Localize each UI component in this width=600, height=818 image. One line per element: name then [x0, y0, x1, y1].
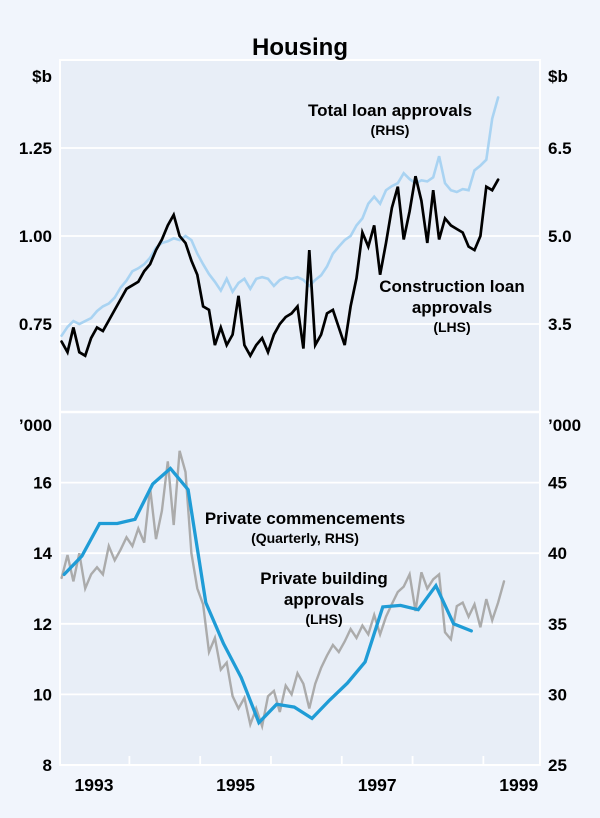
x-axis-year-label: 1995: [216, 775, 255, 795]
series-construction-loan-approvals: [60, 175, 500, 359]
left-axis-tick-label: 0.75: [19, 315, 52, 334]
right-axis-tick-label: 3.5: [548, 315, 572, 334]
right-axis-tick-label: 35: [548, 615, 567, 634]
left-axis-tick-label: 1.00: [19, 227, 52, 246]
series-private-building-approvals: [60, 450, 506, 731]
x-axis-year-label: 1997: [358, 775, 397, 795]
right-axis-tick-label: 45: [548, 474, 567, 493]
chart-title: Housing: [252, 34, 348, 61]
bottom-left-axis-unit: ’000: [19, 416, 52, 435]
right-axis-tick-label: 30: [548, 685, 567, 704]
series-label-note: (LHS): [305, 611, 342, 627]
series-label-note: (LHS): [433, 319, 470, 335]
left-axis-tick-label: 16: [33, 474, 52, 493]
series-label: approvals: [284, 590, 364, 609]
label-layer: 0.75 1.00 1.25 3.5 5.0 6.5 Total loan approval…: [19, 101, 572, 795]
series-label: approvals: [412, 298, 492, 317]
left-axis-tick-label: 1.25: [19, 139, 52, 158]
top-right-axis-unit: $b: [548, 67, 568, 86]
right-axis-tick-label: 5.0: [548, 227, 572, 246]
series-label-note: (RHS): [371, 122, 410, 138]
series-label: Construction loan: [379, 277, 524, 296]
right-axis-tick-label: 40: [548, 544, 567, 563]
top-left-axis-unit: $b: [32, 67, 52, 86]
left-axis-tick-label: 8: [43, 756, 52, 775]
series-label-note: (Quarterly, RHS): [251, 530, 359, 546]
x-axis-year-label: 1999: [499, 775, 538, 795]
left-axis-tick-label: 12: [33, 615, 52, 634]
plot-layer: [59, 59, 541, 766]
left-axis-tick-label: 10: [33, 685, 52, 704]
series-label: Total loan approvals: [308, 101, 472, 120]
x-axis-year-label: 1993: [75, 775, 114, 795]
series-private-commencements: [62, 466, 473, 726]
series-label: Private building: [260, 569, 388, 588]
series-total-loan-approvals: [60, 96, 500, 338]
bottom-right-axis-unit: ’000: [548, 416, 581, 435]
right-axis-tick-label: 25: [548, 756, 567, 775]
series-label: Private commencements: [205, 509, 405, 528]
left-axis-tick-label: 14: [33, 544, 52, 563]
right-axis-tick-label: 6.5: [548, 139, 572, 158]
